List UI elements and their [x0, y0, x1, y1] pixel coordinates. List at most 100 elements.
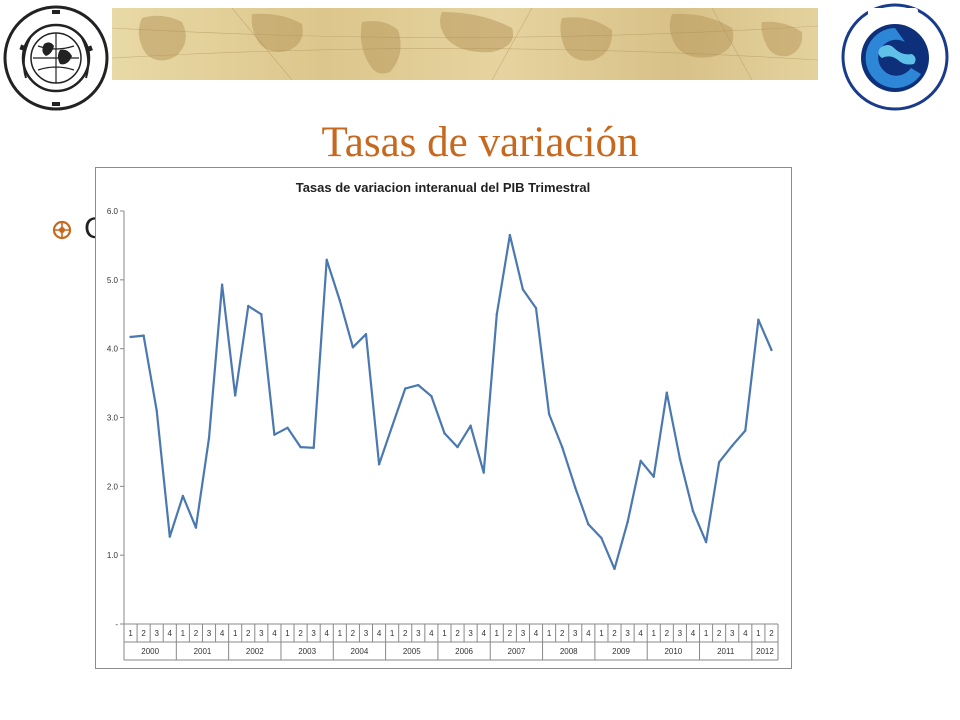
data-point [390, 425, 394, 428]
x-quarter-label: 1 [285, 629, 290, 638]
data-point [129, 335, 132, 339]
x-quarter-label: 4 [325, 629, 330, 638]
x-year-label: 2010 [664, 647, 682, 656]
data-point [194, 526, 198, 529]
data-point [717, 461, 721, 464]
data-point [495, 313, 498, 316]
x-quarter-label: 3 [625, 629, 630, 638]
data-point [286, 426, 289, 430]
data-point [142, 334, 145, 337]
data-point [744, 429, 747, 432]
map-graphic [112, 8, 818, 80]
data-point [299, 445, 302, 449]
data-point [521, 288, 525, 291]
y-tick-label: 3.0 [107, 414, 119, 423]
x-year-label: 2005 [403, 647, 421, 656]
data-point [364, 333, 368, 336]
x-quarter-label: 3 [416, 629, 421, 638]
slide-title: Tasas de variación [321, 119, 639, 166]
x-quarter-label: 2 [717, 629, 722, 638]
x-quarter-label: 2 [246, 629, 251, 638]
x-quarter-label: 1 [233, 629, 238, 638]
x-quarter-label: 4 [691, 629, 696, 638]
x-quarter-label: 3 [573, 629, 578, 638]
x-quarter-label: 1 [652, 629, 657, 638]
x-quarter-label: 2 [298, 629, 303, 638]
data-point [757, 318, 760, 321]
data-point [430, 394, 433, 398]
data-point [652, 475, 655, 478]
x-quarter-label: 1 [599, 629, 604, 638]
data-point [587, 522, 590, 526]
chart-title: Tasas de variacion interanual del PIB Tr… [296, 180, 591, 195]
data-point [351, 346, 355, 349]
x-quarter-label: 2 [455, 629, 460, 638]
y-axis: - 1.0 2.0 3.0 4.0 5.0 6.0 [107, 207, 125, 629]
x-quarter-label: 4 [481, 629, 486, 638]
data-point [338, 299, 342, 302]
data-point [404, 387, 407, 390]
x-quarter-label: 4 [743, 629, 748, 638]
data-point [260, 313, 263, 316]
x-quarter-label: 1 [390, 629, 395, 638]
x-quarter-label: 3 [521, 629, 526, 638]
x-quarter-label: 4 [272, 629, 277, 638]
data-point [233, 394, 237, 397]
x-quarter-label: 2 [769, 629, 774, 638]
data-point [456, 445, 459, 449]
x-quarter-label: 1 [181, 629, 186, 638]
x-quarter-label: 3 [207, 629, 212, 638]
x-year-label: 2012 [756, 647, 774, 656]
x-year-label: 2001 [194, 647, 212, 656]
x-quarter-label: 1 [495, 629, 500, 638]
data-point [770, 348, 773, 352]
world-map-banner [112, 8, 818, 80]
x-quarter-label: 4 [586, 629, 591, 638]
x-year-label: 2002 [246, 647, 264, 656]
data-point [560, 445, 564, 449]
data-point [600, 536, 603, 540]
x-quarter-label: 3 [730, 629, 735, 638]
y-tick-label: - [115, 620, 118, 629]
data-point [247, 304, 250, 308]
data-point [508, 233, 512, 237]
x-quarter-label: 4 [220, 629, 225, 638]
data-point [704, 540, 708, 544]
imf-logo [2, 4, 110, 112]
x-quarter-label: 4 [638, 629, 643, 638]
x-quarter-label: 2 [560, 629, 565, 638]
x-quarter-label: 4 [429, 629, 434, 638]
data-point [443, 432, 446, 435]
x-quarter-label: 1 [338, 629, 343, 638]
data-point [325, 258, 328, 262]
data-point [207, 436, 211, 440]
x-quarter-label: 1 [704, 629, 709, 638]
data-point [547, 412, 551, 416]
line-chart: Tasas de variacion interanual del PIB Tr… [107, 180, 779, 661]
x-quarter-label: 2 [403, 629, 408, 638]
x-year-label: 2006 [455, 647, 473, 656]
y-tick-label: 6.0 [107, 207, 119, 216]
x-quarter-label: 1 [756, 629, 761, 638]
x-quarter-label: 3 [154, 629, 159, 638]
x-quarter-label: 1 [128, 629, 133, 638]
data-point [626, 520, 629, 524]
y-tick-label: 4.0 [107, 345, 119, 354]
x-quarter-label: 1 [547, 629, 552, 638]
series-gdp-growth [129, 233, 773, 571]
y-tick-label: 1.0 [107, 551, 119, 560]
x-quarter-label: 4 [534, 629, 539, 638]
x-year-label: 2000 [141, 647, 159, 656]
data-point [168, 535, 171, 538]
y-tick-label: 5.0 [107, 276, 119, 285]
data-point [312, 446, 315, 449]
x-quarter-label: 4 [168, 629, 173, 638]
x-quarter-label: 2 [508, 629, 513, 638]
series-line [130, 233, 773, 570]
x-quarter-label: 2 [141, 629, 146, 638]
x-quarter-label: 3 [259, 629, 264, 638]
data-point [273, 433, 276, 436]
data-point [469, 424, 472, 427]
x-year-label: 2004 [351, 647, 369, 656]
